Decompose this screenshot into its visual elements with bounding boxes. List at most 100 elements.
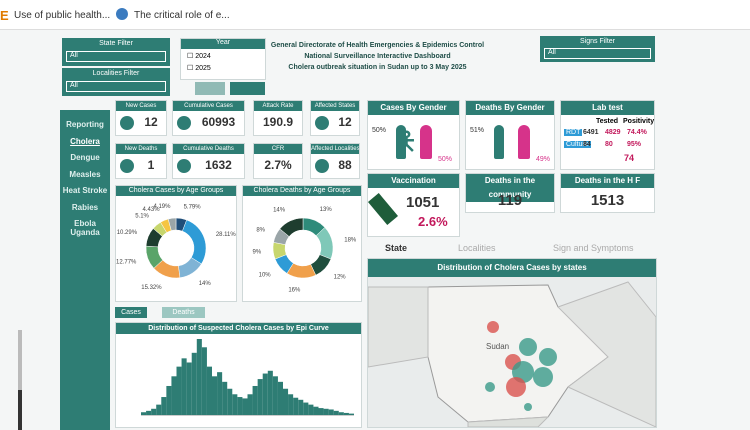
bubble <box>519 338 537 356</box>
tab[interactable]: Sign and Symptoms <box>553 243 634 253</box>
donut-label: 13% <box>320 207 333 213</box>
lab-cell: 6491 <box>583 129 599 136</box>
donut-label: 9% <box>253 250 262 256</box>
bar <box>313 406 319 415</box>
kpi-label: Cumulative Cases <box>173 101 244 111</box>
nav-item[interactable]: Dengue <box>70 153 100 162</box>
bar <box>247 394 253 415</box>
bar <box>308 404 314 415</box>
card-title: Vaccination <box>368 174 459 188</box>
kpi-icon <box>315 159 329 173</box>
header-line: General Directorate of Health Emergencie… <box>270 42 485 49</box>
epi-panel: Distribution of Suspected Cholera Cases … <box>115 322 362 428</box>
nav-item[interactable]: Reporting <box>66 120 104 129</box>
kpi-value: 1 <box>147 158 155 172</box>
vaccination: Vaccination 1051 2.6% <box>367 173 460 237</box>
bar <box>257 379 263 415</box>
bar <box>338 412 344 415</box>
kpi-icon <box>315 116 329 130</box>
bar <box>161 397 167 415</box>
label: State Filter <box>99 40 133 47</box>
value: 119 <box>497 192 523 209</box>
bar <box>212 376 218 415</box>
dropdown[interactable]: All <box>66 81 166 92</box>
scrollbar <box>18 330 22 430</box>
kpi-card: Attack Rate 190.9 <box>253 100 303 136</box>
tab-bar: E Use of public health... The critical r… <box>0 0 750 30</box>
tab[interactable]: Use of public health... <box>14 10 111 21</box>
value: 1513 <box>590 192 625 209</box>
bar <box>156 404 162 415</box>
nav-item[interactable]: Rabies <box>71 202 99 212</box>
bar <box>293 397 299 415</box>
kpi-value: 2.7% <box>264 158 292 172</box>
map-panel: Distribution of Cholera Cases by states … <box>367 258 657 428</box>
label: Signs Filter <box>579 38 615 45</box>
kpi-icon <box>120 116 134 130</box>
donut-segment <box>279 217 304 237</box>
donut-label: 14% <box>273 208 286 214</box>
donut-segment <box>182 219 207 265</box>
button[interactable]: Cases <box>115 307 147 318</box>
kpi-card: Cumulative Cases 60993 <box>172 100 245 136</box>
bar <box>222 381 228 415</box>
nav-item[interactable]: Ebola Uganda <box>70 219 100 237</box>
kpi-value: 190.9 <box>262 115 294 129</box>
icon <box>116 8 128 20</box>
card-title: Lab test <box>561 101 654 115</box>
country-shape <box>557 281 656 427</box>
bar <box>318 408 324 415</box>
female-icon <box>518 125 530 159</box>
male-icon <box>396 125 406 159</box>
tab[interactable]: The critical role of e... <box>134 10 230 21</box>
lab-cell: 74.4% <box>627 129 647 136</box>
donut-label: 12% <box>334 274 347 280</box>
female-icon <box>420 125 432 159</box>
bar <box>333 410 339 415</box>
map[interactable]: Sudan <box>368 277 656 427</box>
kpi-label: Affected Localities <box>311 144 359 154</box>
scroll-thumb[interactable] <box>18 390 22 430</box>
bar <box>151 408 157 415</box>
bar <box>328 409 334 415</box>
lab-cell: 84 <box>583 141 591 148</box>
button[interactable] <box>230 82 265 95</box>
nav-item[interactable]: Measles <box>69 169 101 179</box>
state-filter[interactable]: State Filter All <box>62 38 170 66</box>
lab-cell: RDT <box>564 129 583 136</box>
card-title: Distribution of Cholera Cases by states <box>368 259 656 277</box>
bar <box>298 399 304 415</box>
donut-label: 5.79% <box>184 204 202 210</box>
bar <box>262 373 268 415</box>
lab-cell: 4829 <box>605 129 621 136</box>
year-filter[interactable]: Year ☐ 2024 ☐ 2025 <box>180 38 266 80</box>
button[interactable]: Deaths <box>162 307 205 318</box>
tab[interactable]: Localities <box>458 243 496 253</box>
locality-filter[interactable]: Localities Filter All <box>62 68 170 96</box>
card-title: Deaths in the community <box>466 174 554 202</box>
tab[interactable]: State <box>385 243 408 253</box>
kpi-icon <box>177 116 191 130</box>
vaccine-icon <box>367 193 399 225</box>
kpi-card: Cumulative Deaths 1632 <box>172 143 245 179</box>
lab-cell: 80 <box>605 141 613 148</box>
button[interactable] <box>195 82 225 95</box>
dropdown[interactable]: All <box>66 51 166 62</box>
option[interactable]: ☐ 2024 <box>187 53 211 60</box>
kpi-label: New Deaths <box>116 144 166 154</box>
nav-item[interactable]: Cholera <box>70 136 100 146</box>
nav-item[interactable]: Heat Stroke <box>62 186 108 195</box>
kpi-value: 1632 <box>205 158 232 172</box>
bar <box>217 372 223 415</box>
signs-filter[interactable]: Signs Filter All <box>540 36 655 62</box>
option[interactable]: ☐ 2025 <box>187 65 211 72</box>
bar <box>272 376 278 415</box>
hf-deaths: Deaths in the H F 1513 <box>560 173 655 213</box>
donut-segment <box>167 217 177 231</box>
male-icon <box>494 125 504 159</box>
female-pct: 49% <box>536 156 551 163</box>
dropdown[interactable]: All <box>544 48 651 59</box>
male-pct: 51% <box>470 127 485 134</box>
option-text: 2025 <box>195 65 211 72</box>
bar <box>141 412 147 415</box>
